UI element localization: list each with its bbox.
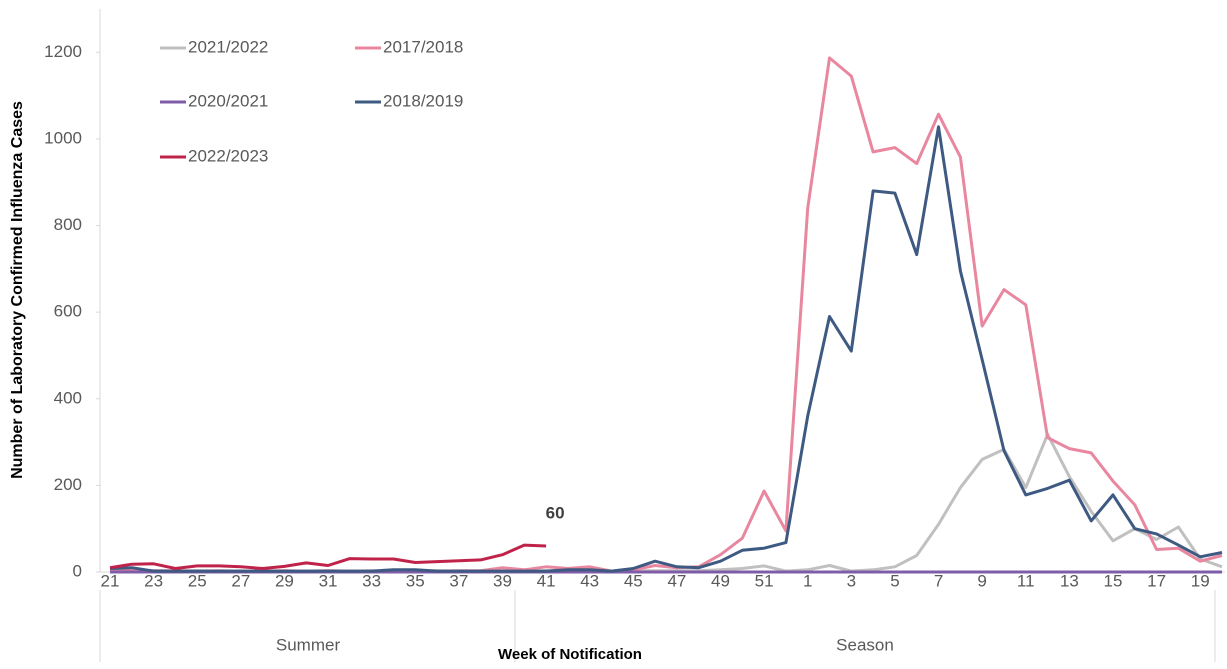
series-line [109,432,1223,573]
legend-label: 2017/2018 [383,37,463,56]
y-tick-label: 400 [54,388,82,407]
x-tick-label: 33 [362,571,381,590]
x-tick-label: 25 [188,571,207,590]
x-tick-label: 49 [711,571,730,590]
x-tick-label: 9 [977,571,986,590]
x-tick-label: 43 [580,571,599,590]
x-tick-label: 31 [319,571,338,590]
series-line [109,125,1223,573]
y-tick-label: 1000 [44,128,82,147]
x-tick-label: 19 [1191,571,1210,590]
legend-label: 2018/2019 [383,91,463,110]
data-label: 60 [546,503,565,522]
series-line [109,543,547,570]
series-line [109,56,1223,573]
x-tick-label: 27 [231,571,250,590]
x-tick-label: 21 [101,571,120,590]
legend-label: 2020/2021 [188,91,268,110]
x-tick-label: 17 [1147,571,1166,590]
legend-label: 2022/2023 [188,146,268,165]
legend-label: 2021/2022 [188,37,268,56]
y-axis-title: Number of Laboratory Confirmed Influenza… [9,101,26,479]
y-tick-label: 200 [54,475,82,494]
x-axis-title: Week of Notification [498,646,642,663]
y-tick-label: 1200 [44,42,82,61]
x-tick-label: 7 [934,571,943,590]
group-label: Summer [276,635,341,654]
group-label: Season [836,635,894,654]
x-tick-label: 29 [275,571,294,590]
x-tick-label: 41 [537,571,556,590]
y-tick-label: 0 [73,561,82,580]
x-tick-label: 15 [1104,571,1123,590]
x-tick-label: 3 [847,571,856,590]
x-tick-label: 47 [667,571,686,590]
x-tick-label: 45 [624,571,643,590]
y-tick-label: 800 [54,215,82,234]
x-tick-label: 39 [493,571,512,590]
x-tick-label: 51 [755,571,774,590]
x-tick-label: 11 [1017,571,1035,590]
x-tick-label: 35 [406,571,425,590]
x-tick-label: 13 [1060,571,1079,590]
x-tick-label: 1 [803,571,812,590]
x-tick-label: 37 [449,571,468,590]
x-tick-label: 5 [890,571,899,590]
y-tick-label: 600 [54,302,82,321]
x-tick-label: 23 [144,571,163,590]
